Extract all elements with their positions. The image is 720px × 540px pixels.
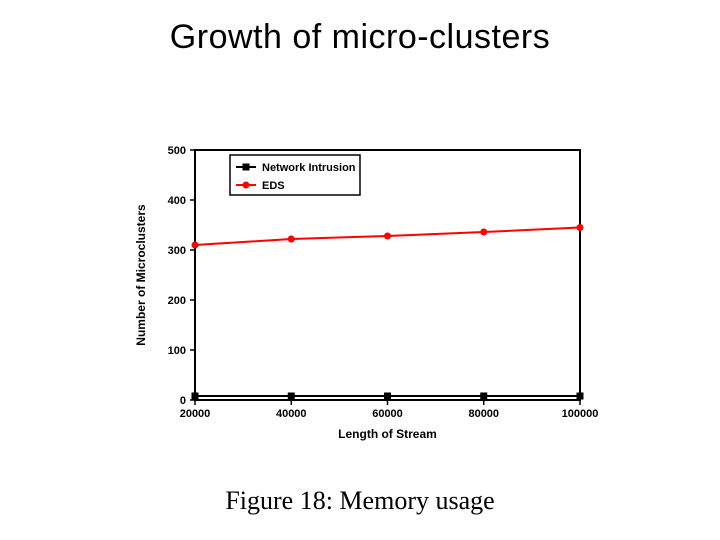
page-title: Growth of micro-clusters — [0, 18, 720, 57]
page: Growth of micro-clusters 20000 40000 60000… — [0, 0, 720, 540]
figure-caption: Figure 18: Memory usage — [0, 486, 720, 516]
y-tick-label: 200 — [168, 295, 186, 307]
y-tick-label: 100 — [168, 345, 186, 357]
series-marker — [192, 242, 199, 249]
series-marker — [480, 393, 487, 400]
y-tick-label: 500 — [168, 145, 186, 157]
series-marker — [192, 393, 199, 400]
series-marker — [480, 229, 487, 236]
y-tick-label: 400 — [168, 195, 186, 207]
x-tick-label: 20000 — [180, 408, 211, 420]
x-tick-label: 40000 — [276, 408, 307, 420]
series-marker — [288, 393, 295, 400]
y-tick-label: 300 — [168, 245, 186, 257]
legend-label: Network Intrusion — [262, 162, 356, 174]
series-marker — [384, 393, 391, 400]
legend-label: EDS — [262, 180, 285, 192]
microclusters-chart: 20000 40000 60000 80000 100000 0 100 200 300 400 5… — [120, 130, 600, 460]
y-axis-label: Number of Microclusters — [134, 204, 148, 346]
legend-swatch-marker — [243, 164, 250, 171]
x-axis-label: Length of Stream — [338, 427, 437, 441]
legend-swatch-marker — [243, 182, 250, 189]
series-marker — [384, 233, 391, 240]
series-marker — [577, 393, 584, 400]
x-tick-label: 80000 — [468, 408, 499, 420]
x-tick-label: 100000 — [562, 408, 599, 420]
y-tick-label: 0 — [180, 395, 186, 407]
legend-box — [230, 155, 360, 195]
series-marker — [577, 224, 584, 231]
series-marker — [288, 236, 295, 243]
chart-container: 20000 40000 60000 80000 100000 0 100 200 300 400 5… — [120, 130, 600, 460]
x-tick-label: 60000 — [372, 408, 403, 420]
